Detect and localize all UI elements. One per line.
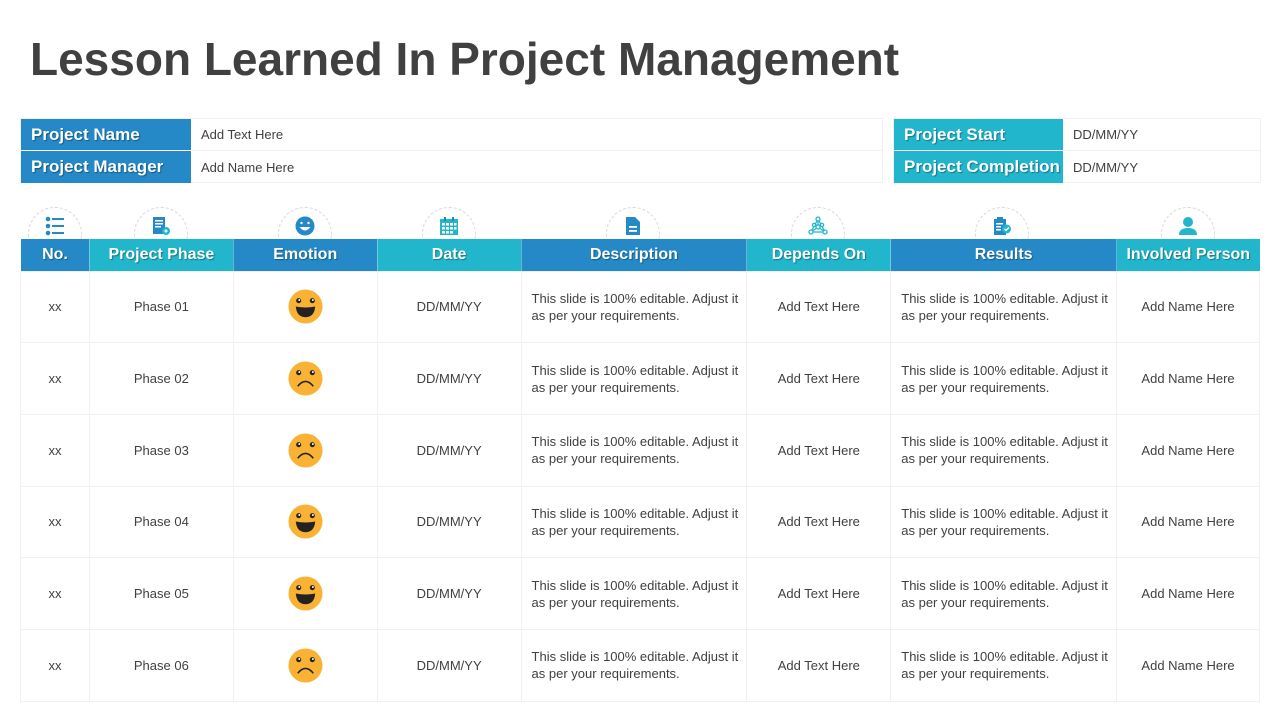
project-manager-value[interactable]: Add Name Here	[201, 159, 295, 175]
project-completion-value[interactable]: DD/MM/YY	[1073, 159, 1138, 175]
cell-phase[interactable]: Phase 04	[88, 485, 234, 559]
cell-person[interactable]: Add Name Here	[1116, 485, 1260, 559]
cell-phase[interactable]: Phase 06	[88, 628, 234, 702]
cell-description[interactable]: This slide is 100% editable. Adjust it a…	[520, 485, 748, 559]
cell-depends[interactable]: Add Text Here	[746, 485, 892, 559]
project-info-right: Project Start DD/MM/YY Project Completio…	[893, 118, 1261, 183]
cell-date[interactable]: DD/MM/YY	[376, 557, 522, 630]
cell-person[interactable]: Add Name Here	[1116, 557, 1260, 630]
cell-description[interactable]: This slide is 100% editable. Adjust it a…	[520, 270, 748, 344]
cell-description[interactable]: This slide is 100% editable. Adjust it a…	[520, 557, 748, 630]
cell-depends[interactable]: Add Text Here	[746, 342, 892, 415]
cell-date[interactable]: DD/MM/YY	[376, 270, 522, 344]
cell-person[interactable]: Add Name Here	[1116, 342, 1260, 415]
cell-description[interactable]: This slide is 100% editable. Adjust it a…	[520, 413, 748, 487]
table-row: xx Phase 05 DD/MM/YY This slide is 100% …	[20, 557, 1260, 630]
col-header-date: Date	[376, 239, 522, 271]
sad-face-icon	[288, 361, 323, 396]
cell-emotion	[232, 342, 378, 415]
col-header-phase: Project Phase	[88, 239, 234, 271]
cell-date[interactable]: DD/MM/YY	[376, 485, 522, 559]
cell-emotion	[232, 485, 378, 559]
project-start-value[interactable]: DD/MM/YY	[1063, 119, 1260, 151]
sad-face-icon	[288, 648, 323, 683]
cell-depends[interactable]: Add Text Here	[746, 628, 892, 702]
cell-results[interactable]: This slide is 100% editable. Adjust it a…	[890, 557, 1118, 630]
table-row: xx Phase 03 DD/MM/YY This slide is 100% …	[20, 413, 1260, 487]
cell-date[interactable]: DD/MM/YY	[376, 342, 522, 415]
cell-emotion	[232, 413, 378, 487]
cell-no[interactable]: xx	[20, 628, 90, 702]
cell-emotion	[232, 628, 378, 702]
cell-no[interactable]: xx	[20, 557, 90, 630]
project-name-label: Project Name	[21, 119, 191, 151]
happy-face-icon	[288, 576, 323, 611]
cell-person[interactable]: Add Name Here	[1116, 270, 1260, 344]
cell-date[interactable]: DD/MM/YY	[376, 628, 522, 702]
project-name-value[interactable]: Add Text Here	[191, 119, 882, 151]
project-info-left: Project Name Add Text Here Project Manag…	[20, 118, 883, 183]
table-row: xx Phase 01 DD/MM/YY This slide is 100% …	[20, 270, 1260, 344]
cell-no[interactable]: xx	[20, 413, 90, 487]
happy-face-icon	[288, 504, 323, 539]
cell-depends[interactable]: Add Text Here	[746, 270, 892, 344]
cell-results[interactable]: This slide is 100% editable. Adjust it a…	[890, 628, 1118, 702]
col-header-emotion: Emotion	[232, 239, 378, 271]
cell-phase[interactable]: Phase 02	[88, 342, 234, 415]
cell-date[interactable]: DD/MM/YY	[376, 413, 522, 487]
col-header-person: Involved Person	[1116, 239, 1260, 271]
cell-description[interactable]: This slide is 100% editable. Adjust it a…	[520, 628, 748, 702]
cell-emotion	[232, 270, 378, 344]
col-header-depends: Depends On	[746, 239, 891, 271]
cell-no[interactable]: xx	[20, 485, 90, 559]
cell-depends[interactable]: Add Text Here	[746, 413, 892, 487]
column-icons	[20, 205, 1260, 261]
lessons-table: No. Project Phase Emotion Date Descripti…	[20, 239, 1260, 702]
col-header-no: No.	[20, 239, 90, 271]
project-start-label: Project Start	[894, 119, 1063, 151]
cell-results[interactable]: This slide is 100% editable. Adjust it a…	[890, 342, 1118, 415]
project-completion-label: Project Completion	[894, 151, 1063, 183]
table-row: xx Phase 06 DD/MM/YY This slide is 100% …	[20, 628, 1260, 702]
col-header-results: Results	[890, 239, 1117, 271]
cell-emotion	[232, 557, 378, 630]
table-row: xx Phase 04 DD/MM/YY This slide is 100% …	[20, 485, 1260, 559]
cell-description[interactable]: This slide is 100% editable. Adjust it a…	[520, 342, 748, 415]
cell-phase[interactable]: Phase 01	[88, 270, 234, 344]
cell-depends[interactable]: Add Text Here	[746, 557, 892, 630]
cell-results[interactable]: This slide is 100% editable. Adjust it a…	[890, 485, 1118, 559]
page-title: Lesson Learned In Project Management	[30, 33, 900, 85]
sad-face-icon	[288, 433, 323, 468]
cell-person[interactable]: Add Name Here	[1116, 413, 1260, 487]
cell-results[interactable]: This slide is 100% editable. Adjust it a…	[890, 270, 1118, 344]
col-header-description: Description	[520, 239, 747, 271]
project-manager-label: Project Manager	[21, 151, 191, 183]
cell-no[interactable]: xx	[20, 342, 90, 415]
table-row: xx Phase 02 DD/MM/YY This slide is 100% …	[20, 342, 1260, 415]
cell-no[interactable]: xx	[20, 270, 90, 344]
table-header-row: No. Project Phase Emotion Date Descripti…	[20, 239, 1260, 271]
happy-face-icon	[288, 289, 323, 324]
cell-phase[interactable]: Phase 05	[88, 557, 234, 630]
cell-phase[interactable]: Phase 03	[88, 413, 234, 487]
cell-results[interactable]: This slide is 100% editable. Adjust it a…	[890, 413, 1118, 487]
cell-person[interactable]: Add Name Here	[1116, 628, 1260, 702]
